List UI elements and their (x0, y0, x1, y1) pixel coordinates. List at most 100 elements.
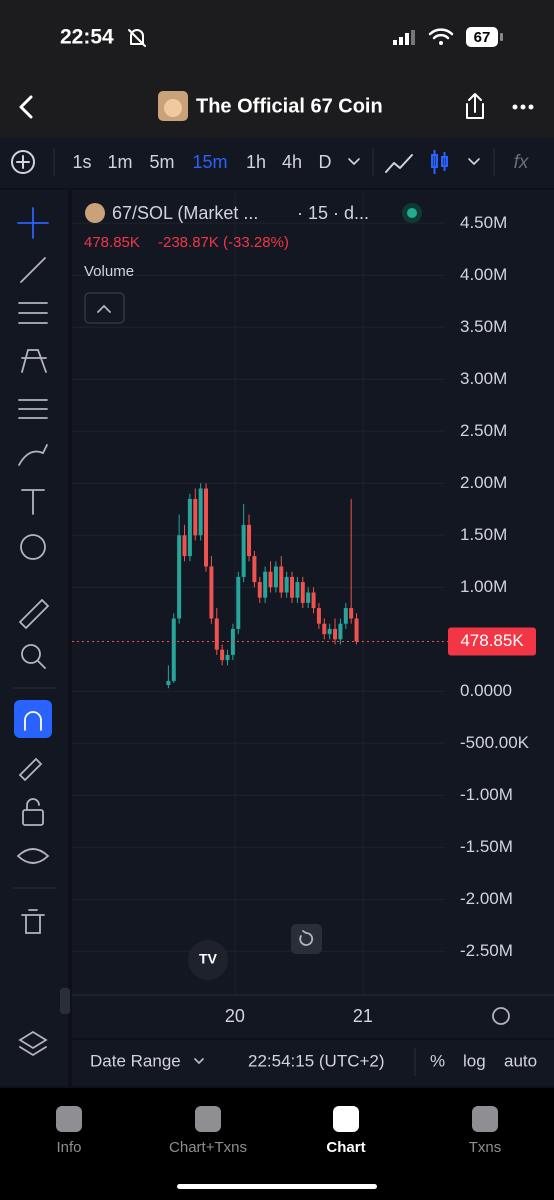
text-tool[interactable] (21, 489, 45, 515)
unlock-shackle (26, 798, 40, 811)
last-price-label: 478.85K (460, 631, 524, 650)
y-tick-label: 3.50M (460, 317, 507, 336)
percent-toggle[interactable]: % (430, 1051, 445, 1070)
legend-price: 478.85K (84, 234, 140, 251)
candle-body (166, 680, 171, 686)
drawing-tools (12, 207, 70, 1057)
interval-dropdown[interactable] (348, 158, 360, 165)
y-tick-label: 1.00M (460, 577, 507, 596)
log-toggle[interactable]: log (463, 1051, 486, 1070)
candle-body (327, 628, 332, 635)
header-title: The Official 67 Coin (196, 95, 383, 117)
chart-type-dropdown[interactable] (468, 158, 480, 165)
reset-icon (299, 930, 314, 946)
candle-body (257, 582, 262, 598)
interval-button[interactable]: 1h (246, 152, 266, 172)
candle-body (263, 571, 268, 598)
tab-icon[interactable] (195, 1106, 221, 1132)
tab-icon[interactable] (333, 1106, 359, 1132)
trendline-tool[interactable] (20, 257, 46, 283)
ruler-tool[interactable] (18, 598, 50, 630)
y-tick-label: -2.50M (460, 941, 513, 960)
y-tick-label: -2.00M (460, 889, 513, 908)
interval-button[interactable]: 5m (149, 152, 174, 172)
delete-tool[interactable] (21, 909, 45, 934)
y-tick-label: 2.50M (460, 421, 507, 440)
y-tick-label: 1.50M (460, 525, 507, 544)
candle-body (279, 566, 284, 593)
fib-tool[interactable] (18, 302, 48, 324)
magnet-tool[interactable] (14, 700, 52, 738)
legend-change: -238.87K (-33.28%) (158, 234, 289, 251)
unlock-tool[interactable] (22, 809, 44, 826)
auto-toggle[interactable]: auto (504, 1051, 537, 1070)
candle-body (300, 582, 305, 603)
candle-body (171, 618, 176, 681)
magnet-icon (24, 711, 42, 731)
candle-body (241, 524, 246, 577)
back-button[interactable] (19, 95, 33, 119)
interval-button[interactable]: D (319, 152, 332, 172)
settings-button[interactable] (492, 1007, 510, 1025)
candle-body (220, 649, 225, 661)
tab-label[interactable]: Info (56, 1139, 81, 1156)
tv-logo-mark: TV (199, 951, 218, 967)
candle-body (322, 623, 327, 635)
share-button[interactable] (466, 93, 484, 119)
tab-label[interactable]: Chart+Txns (169, 1139, 247, 1156)
candle-body (311, 592, 316, 609)
brush-tool[interactable] (18, 444, 48, 466)
layers-tool[interactable] (18, 1030, 48, 1057)
date-range-dropdown (194, 1058, 204, 1065)
candle-body (273, 566, 278, 588)
candle-body (225, 654, 230, 661)
interval-button[interactable]: 1m (107, 152, 132, 172)
candle-body (354, 618, 359, 642)
more-button[interactable] (512, 104, 534, 110)
crosshair-tool[interactable] (17, 207, 49, 239)
chart-bg (72, 190, 554, 1038)
pattern-tool[interactable] (21, 349, 47, 373)
interval-button[interactable]: 1s (72, 152, 91, 172)
forecast-tool[interactable] (18, 399, 48, 419)
wifi-dot (439, 41, 443, 45)
candle-chart-button[interactable] (431, 150, 448, 174)
avatar-face (164, 99, 182, 117)
date-range[interactable]: Date Range (90, 1051, 181, 1070)
collapse-legend[interactable] (84, 292, 125, 324)
add-indicator[interactable] (11, 150, 35, 174)
collapse-handle[interactable] (60, 988, 70, 1014)
interval-button[interactable]: 15m (192, 152, 227, 172)
tab-label[interactable]: Txns (469, 1139, 502, 1156)
wifi-icon (428, 28, 454, 40)
interval-button[interactable]: 4h (282, 152, 302, 172)
candle-body (193, 498, 198, 536)
x-tick-label: 20 (225, 1006, 245, 1026)
tv-logo (188, 940, 228, 980)
legend-avatar (85, 203, 105, 223)
lock-drawings[interactable] (18, 757, 43, 782)
candle-body (333, 628, 338, 640)
y-tick-label: -1.50M (460, 837, 513, 856)
line-chart-button[interactable] (385, 154, 413, 173)
candle-body (338, 623, 343, 640)
legend-details: · 15 · d... (297, 203, 369, 223)
candle-body (343, 608, 348, 624)
emoji-tool[interactable] (20, 534, 46, 560)
tab-icon[interactable] (472, 1106, 498, 1132)
tab-label[interactable]: Chart (326, 1139, 365, 1156)
volume-label: Volume (84, 263, 134, 280)
zoom-handle (37, 660, 46, 669)
status-dot (407, 208, 417, 218)
reset-button[interactable] (291, 924, 322, 954)
bell-muted (128, 29, 146, 47)
hide-tool[interactable] (16, 848, 50, 864)
candle-body (252, 556, 257, 583)
clock: 22:54:15 (UTC+2) (248, 1051, 385, 1070)
tab-icon[interactable] (56, 1106, 82, 1132)
indicators-button[interactable]: fx (514, 152, 530, 173)
zoom-tool[interactable] (21, 644, 41, 664)
